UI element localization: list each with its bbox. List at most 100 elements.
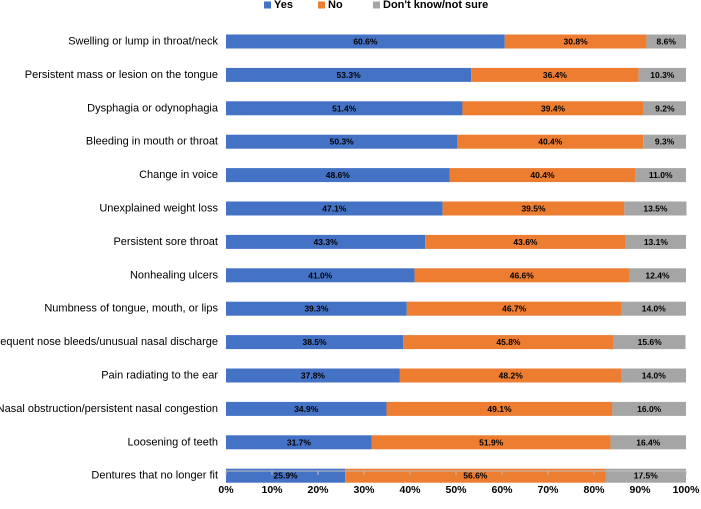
data-label: 14.0% <box>642 304 667 314</box>
data-label: 49.1% <box>487 404 512 414</box>
bar-segment-no <box>449 168 636 183</box>
data-label: 17.5% <box>634 471 659 481</box>
category-label: Bleeding in mouth or throat <box>86 136 218 148</box>
x-tick-label: 20% <box>307 484 329 496</box>
bar-segment-yes <box>226 368 400 383</box>
data-label: 45.8% <box>496 337 521 347</box>
x-tick-label: 90% <box>629 484 651 496</box>
bar-segment-no <box>399 368 622 383</box>
category-label: Dysphagia or odynophagia <box>87 102 219 114</box>
bar-segment-no <box>386 401 613 416</box>
bar-segment-don-t-know-not-sure <box>613 335 686 350</box>
data-label: 39.3% <box>304 304 329 314</box>
category-label: Dentures that no longer fit <box>91 470 218 482</box>
data-label: 48.6% <box>326 170 351 180</box>
x-tick-label: 0% <box>218 484 234 496</box>
data-label: 30.8% <box>564 37 589 47</box>
data-label: 39.5% <box>521 204 546 214</box>
data-label: 9.2% <box>655 103 675 113</box>
bar-segment-yes <box>226 67 472 82</box>
data-label: 43.3% <box>314 237 339 247</box>
data-label: 47.1% <box>322 204 347 214</box>
data-label: 13.5% <box>643 204 668 214</box>
legend-swatch-don-t-know-not-sure <box>373 1 380 9</box>
category-label: Persistent mass or lesion on the tongue <box>25 69 218 81</box>
data-label: 11.0% <box>649 170 673 180</box>
data-label: 50.3% <box>330 137 355 147</box>
category-label: Loosening of teeth <box>127 436 218 448</box>
data-label: 14.0% <box>642 371 667 381</box>
category-label: Nasal obstruction/persistent nasal conge… <box>0 403 218 415</box>
bar-segment-yes <box>226 268 415 283</box>
bar-segment-don-t-know-not-sure <box>635 168 686 183</box>
bar-segment-no <box>425 234 626 249</box>
bar-segment-yes <box>226 401 387 416</box>
data-label: 39.4% <box>541 103 566 113</box>
data-label: 40.4% <box>530 170 555 180</box>
bars: 60.6% 30.8% 8.6% 53.3% 36.4% 10.3% 51.4% 39.4% 9… <box>226 34 687 483</box>
data-label: 60.6% <box>353 37 378 47</box>
data-label: 34.9% <box>294 404 319 414</box>
data-label: 37.8% <box>301 371 326 381</box>
x-axis: 0% 10% 20% 30% 40% 50% 60% 70% 80% 90% 100% <box>218 470 701 496</box>
bar-segment-don-t-know-not-sure <box>638 67 686 82</box>
data-label: 43.6% <box>513 237 538 247</box>
data-label: 31.7% <box>287 437 312 447</box>
bar-segment-don-t-know-not-sure <box>621 301 686 316</box>
x-tick-label: 10% <box>261 484 283 496</box>
bar-segment-don-t-know-not-sure <box>643 101 686 116</box>
category-label: Unexplained weight loss <box>99 203 218 215</box>
bar-segment-don-t-know-not-sure <box>624 201 687 216</box>
bar-segment-don-t-know-not-sure <box>628 268 686 283</box>
data-label: 38.5% <box>302 337 327 347</box>
x-tick-label: 80% <box>583 484 605 496</box>
legend-swatch-no <box>318 1 325 9</box>
x-tick-label: 70% <box>537 484 559 496</box>
data-label: 40.4% <box>538 137 563 147</box>
data-label: 9.3% <box>655 137 675 147</box>
category-label: Frequent nose bleeds/unusual nasal disch… <box>0 336 218 348</box>
legend-label: Don't know/not sure <box>383 0 488 11</box>
bar-segment-no <box>414 268 629 283</box>
x-tick-label: 100% <box>673 484 701 496</box>
bar-segment-no <box>471 67 639 82</box>
legend-label: Yes <box>274 0 293 11</box>
data-label: 51.9% <box>479 437 504 447</box>
data-label: 41.0% <box>308 270 333 280</box>
bar-segment-don-t-know-not-sure <box>605 468 686 483</box>
bar-segment-no <box>406 301 622 316</box>
bar-segment-yes <box>226 168 450 183</box>
bar-segment-don-t-know-not-sure <box>643 134 686 149</box>
data-label: 13.1% <box>644 237 669 247</box>
bar-segment-no <box>403 335 614 350</box>
bar-segment-no <box>371 435 611 450</box>
bar-segment-yes <box>226 134 458 149</box>
legend-label: No <box>328 0 343 11</box>
data-label: 36.4% <box>543 70 568 80</box>
category-label: Numbness of tongue, mouth, or lips <box>44 303 218 315</box>
bar-segment-no <box>442 201 625 216</box>
category-label: Pain radiating to the ear <box>101 370 218 382</box>
category-label: Nonhealing ulcers <box>130 269 219 281</box>
data-label: 53.3% <box>337 70 362 80</box>
bar-segment-no <box>457 134 644 149</box>
bar-segment-yes <box>226 101 463 116</box>
data-label: 46.6% <box>510 270 535 280</box>
data-label: 51.4% <box>332 103 357 113</box>
data-label: 46.7% <box>502 304 527 314</box>
bar-segment-yes <box>226 468 346 483</box>
bar-segment-yes <box>226 34 505 49</box>
category-label: Swelling or lump in throat/neck <box>68 36 218 48</box>
bar-segment-don-t-know-not-sure <box>625 234 686 249</box>
data-label: 56.6% <box>463 471 488 481</box>
data-label: 16.0% <box>637 404 662 414</box>
x-tick-label: 40% <box>399 484 421 496</box>
bar-segment-yes <box>226 301 407 316</box>
data-label: 10.3% <box>650 70 675 80</box>
data-label: 15.6% <box>638 337 663 347</box>
legend-swatch-yes <box>264 1 271 9</box>
bar-segment-yes <box>226 201 443 216</box>
data-label: 25.9% <box>274 471 299 481</box>
category-label: Persistent sore throat <box>113 236 218 248</box>
bar-segment-yes <box>226 435 372 450</box>
